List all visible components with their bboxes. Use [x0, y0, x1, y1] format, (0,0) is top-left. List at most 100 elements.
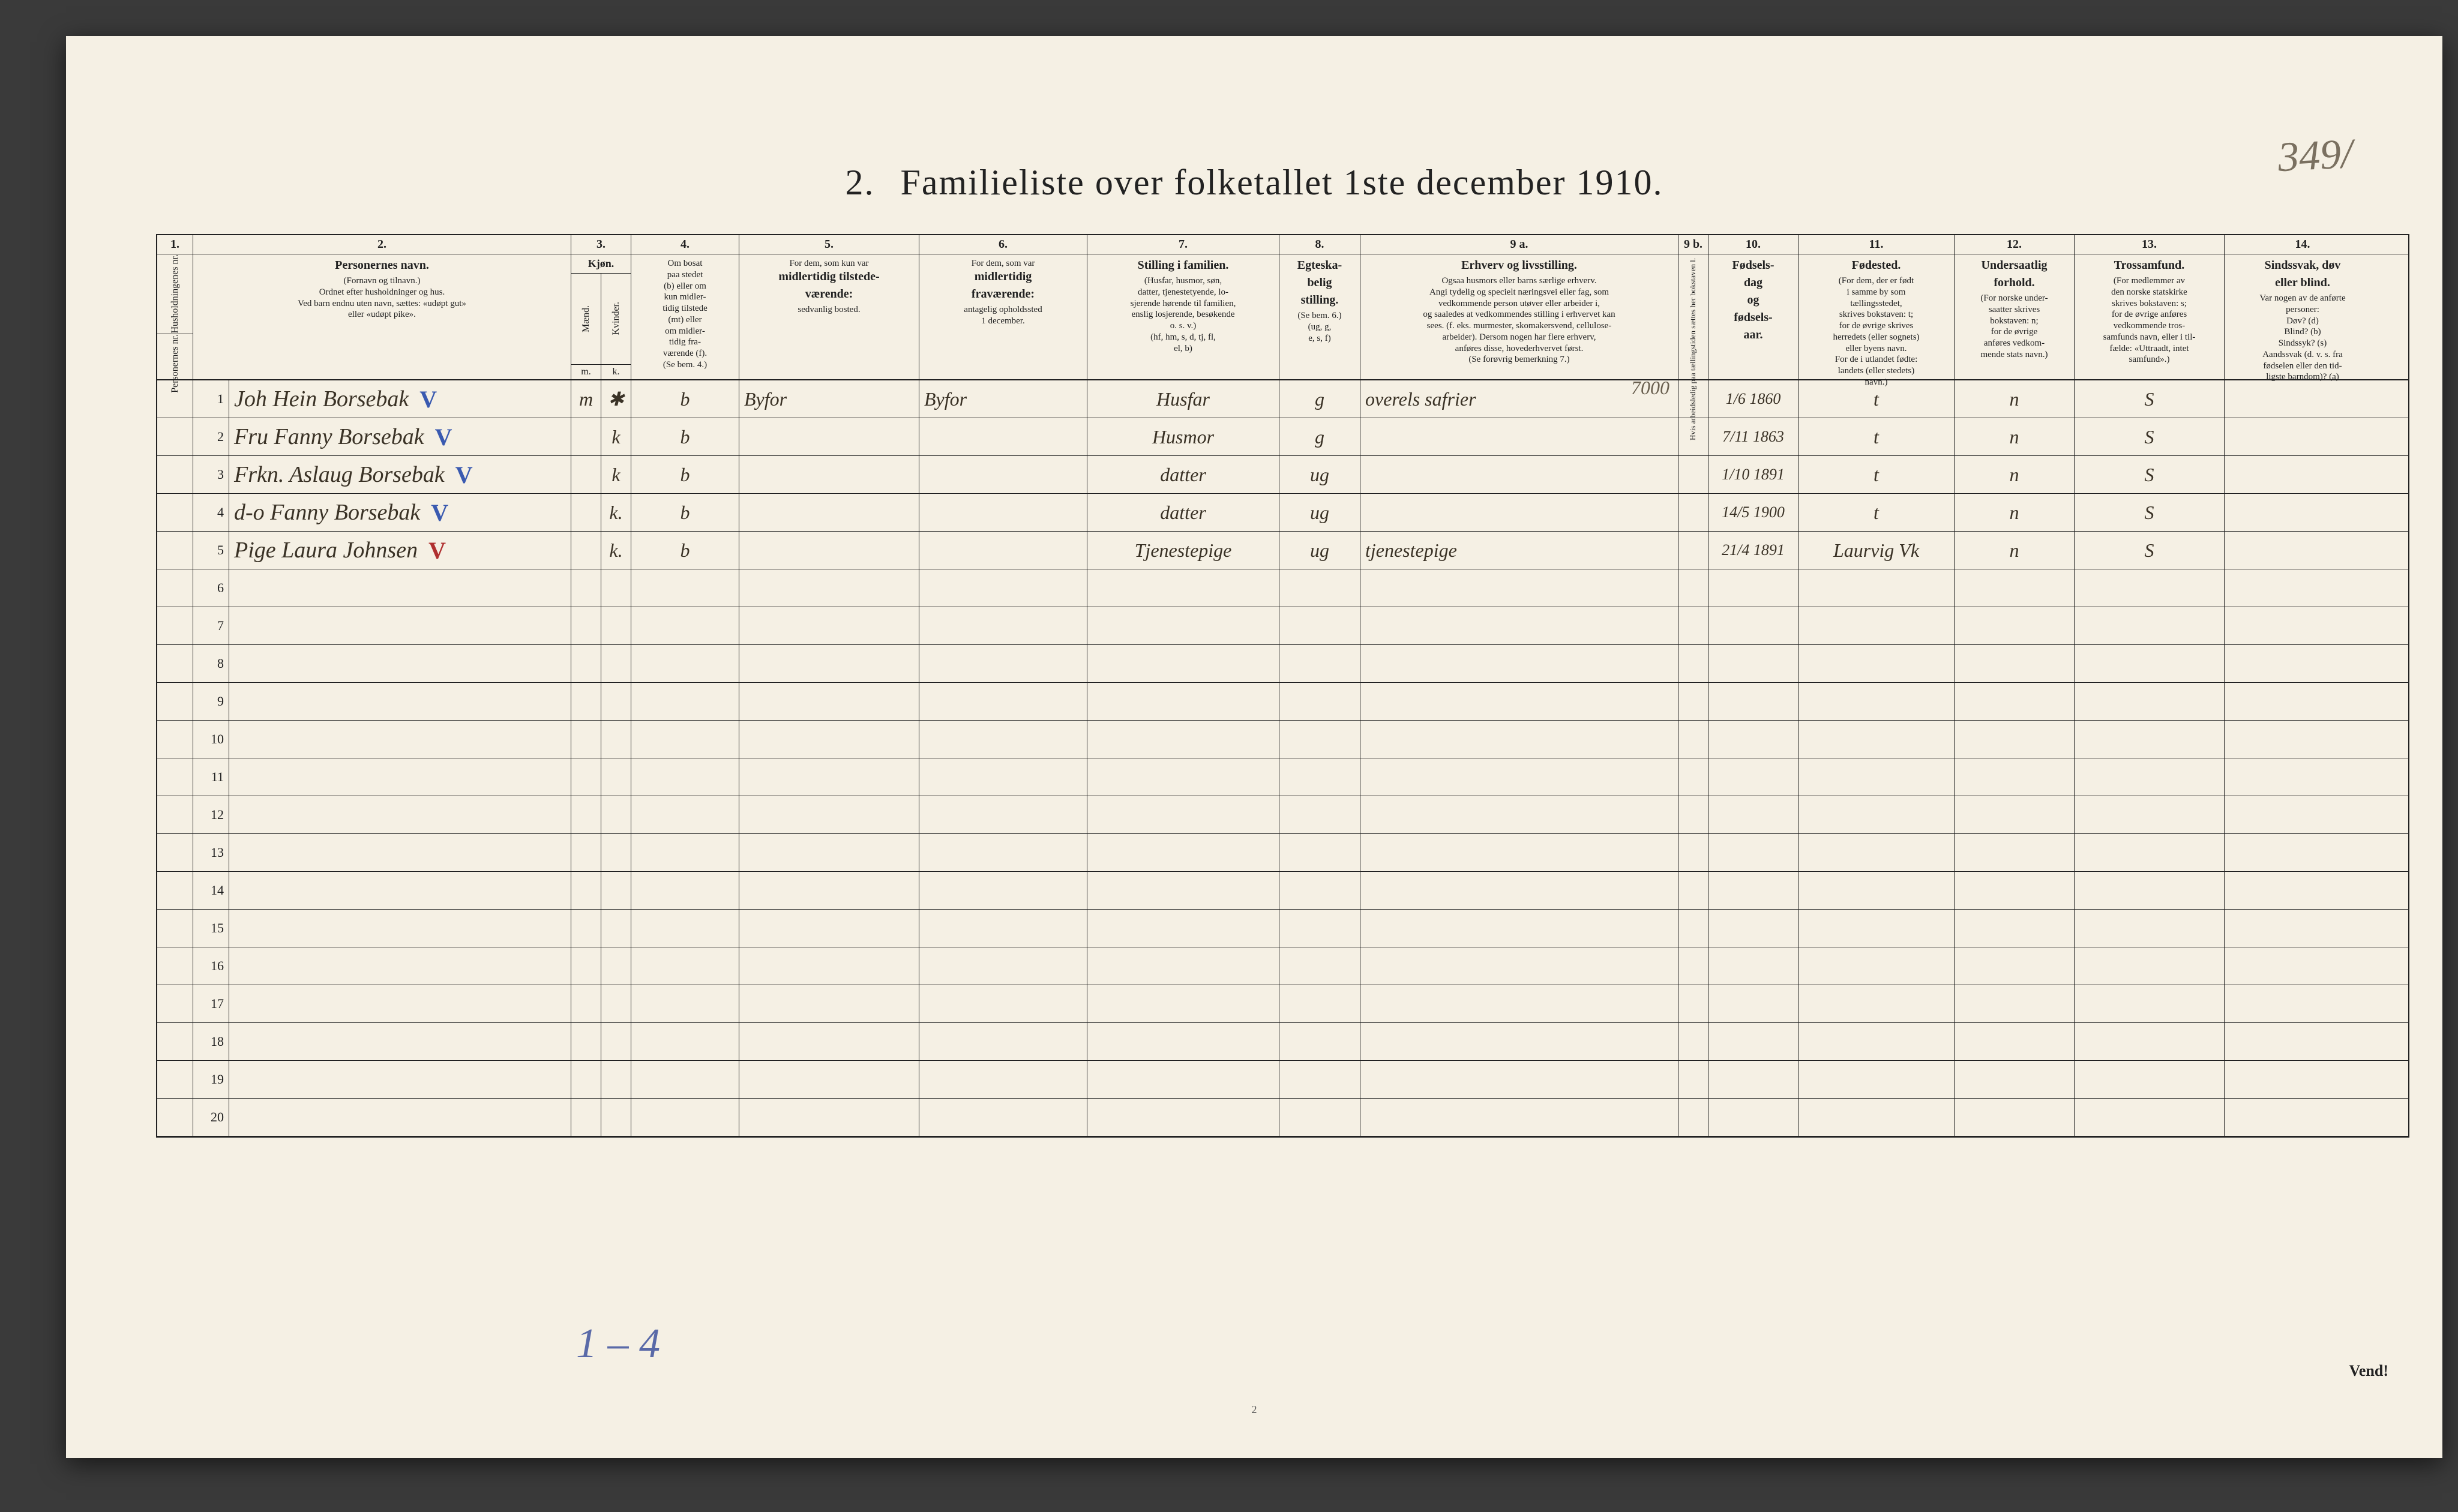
table-cell: 5: [193, 532, 229, 569]
hdr-name-l3: Ved barn endnu uten navn, sættes: «udøpt…: [197, 298, 567, 310]
table-cell: [739, 910, 919, 947]
checkmark-icon: V: [435, 423, 452, 451]
table-cell: 14: [193, 872, 229, 909]
table-cell: [919, 758, 1087, 796]
hdr11-l3: tællingsstedet,: [1802, 298, 1950, 310]
table-cell: [1087, 645, 1279, 682]
table-cell: 14/5 1900: [1708, 494, 1798, 531]
table-cell: [631, 947, 739, 985]
table-cell: [1708, 796, 1798, 833]
table-cell: [157, 947, 193, 985]
table-cell: ug: [1279, 532, 1360, 569]
table-cell: Fru Fanny BorsebakV: [229, 418, 571, 455]
table-cell: [229, 947, 571, 985]
table-cell: [601, 947, 631, 985]
hdr14-l5: Sindssyk? (s): [2228, 338, 2377, 349]
table-row-empty: 9: [157, 683, 2408, 721]
table-cell: [571, 645, 601, 682]
hdr-name-l4: eller «udøpt pike».: [197, 309, 567, 320]
table-row-empty: 11: [157, 758, 2408, 796]
hdr14-l6: Aandssvak (d. v. s. fra: [2228, 349, 2377, 361]
table-cell: ✱: [601, 380, 631, 418]
hdr-num-5: 5.: [739, 235, 919, 254]
table-cell: k.: [601, 532, 631, 569]
table-cell: 8: [193, 645, 229, 682]
hdr8-b1: Egteska-: [1283, 258, 1356, 273]
table-cell: [2225, 645, 2381, 682]
table-cell: [157, 758, 193, 796]
hdr-disability: Sindssvak, døv eller blind. Var nogen av…: [2225, 254, 2381, 379]
table-cell: [2225, 910, 2381, 947]
table-cell: [919, 569, 1087, 607]
table-cell: k: [601, 418, 631, 455]
table-cell: [571, 418, 601, 455]
table-cell: [1708, 1061, 1798, 1098]
hdr12-l2: saatter skrives: [1958, 304, 2070, 316]
hdr9-l8: (Se forøvrig bemerkning 7.): [1364, 354, 1674, 365]
table-cell: [1955, 1099, 2075, 1136]
table-cell: [1798, 872, 1955, 909]
table-row-empty: 12: [157, 796, 2408, 834]
hdr7-l3: sjerende hørende til familien,: [1091, 298, 1275, 310]
table-cell: [919, 532, 1087, 569]
table-cell: [1360, 910, 1678, 947]
table-cell: 7: [193, 607, 229, 644]
table-cell: b: [631, 494, 739, 531]
table-cell: [919, 456, 1087, 493]
table-row: 2Fru Fanny BorsebakVkbHusmorg7/11 1863tn…: [157, 418, 2408, 456]
table-cell: S: [2075, 380, 2225, 418]
hdr7-b: Stilling i familien.: [1091, 258, 1275, 273]
table-cell: [229, 1099, 571, 1136]
table-cell: [2075, 683, 2225, 720]
table-cell: [2075, 985, 2225, 1022]
hdr-num-12: 12.: [1955, 235, 2075, 254]
table-cell: [1798, 834, 1955, 871]
hdr12-l5: anføres vedkom-: [1958, 338, 2070, 349]
table-cell: t: [1798, 418, 1955, 455]
table-cell: [229, 1061, 571, 1098]
hdr9-l2: Angi tydelig og specielt næringsvei elle…: [1364, 287, 1674, 298]
table-cell: [919, 1061, 1087, 1098]
table-body: 1Joh Hein BorsebakVm✱bByforByforHusfargo…: [157, 380, 2408, 1136]
hdr13-l5: vedkommende tros-: [2078, 320, 2220, 332]
table-cell: [919, 418, 1087, 455]
table-cell: [1678, 532, 1708, 569]
table-cell: [229, 569, 571, 607]
table-cell: datter: [1087, 456, 1279, 493]
table-cell: [1087, 1099, 1279, 1136]
table-cell: [919, 721, 1087, 758]
table-cell: [1708, 1023, 1798, 1060]
table-cell: [1955, 721, 2075, 758]
table-cell: [1678, 796, 1708, 833]
table-cell: [919, 1023, 1087, 1060]
table-cell: [1798, 569, 1955, 607]
hdr-num-14: 14.: [2225, 235, 2381, 254]
hdr9-b: Erhverv og livsstilling.: [1364, 258, 1674, 273]
income-annotation: 7000: [1631, 377, 1669, 399]
table-cell: [1360, 569, 1678, 607]
table-cell: 16: [193, 947, 229, 985]
table-cell: [1798, 796, 1955, 833]
table-cell: [1087, 758, 1279, 796]
table-cell: [1360, 947, 1678, 985]
table-row-empty: 20: [157, 1099, 2408, 1136]
table-cell: [2225, 721, 2381, 758]
table-cell: 12: [193, 796, 229, 833]
table-cell: [919, 796, 1087, 833]
hdr12-l3: bokstaven: n;: [1958, 316, 2070, 327]
table-cell: [157, 645, 193, 682]
table-cell: t: [1798, 456, 1955, 493]
table-cell: [601, 683, 631, 720]
table-cell: [229, 834, 571, 871]
hdr11-l5: for de øvrige skrives: [1802, 320, 1950, 332]
table-cell: [2225, 947, 2381, 985]
hdr14-l7: fødselen eller den tid-: [2228, 361, 2377, 372]
table-cell: [919, 645, 1087, 682]
table-cell: Frkn. Aslaug BorsebakV: [229, 456, 571, 493]
table-cell: [1279, 1061, 1360, 1098]
hdr8-b2: belig: [1283, 275, 1356, 290]
table-cell: [601, 796, 631, 833]
table-cell: [1678, 872, 1708, 909]
table-cell: [1798, 947, 1955, 985]
table-cell: [571, 456, 601, 493]
